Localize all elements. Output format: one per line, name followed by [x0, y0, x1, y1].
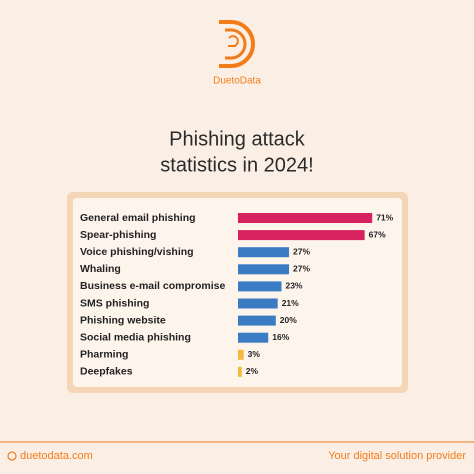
- category-label: SMS phishing: [80, 297, 149, 309]
- value-label: 67%: [369, 229, 386, 239]
- bar: [238, 332, 269, 343]
- value-label: 20%: [280, 315, 297, 325]
- bar: [238, 264, 290, 275]
- value-label: 27%: [293, 264, 310, 274]
- category-label: Pharming: [80, 349, 128, 361]
- bar: [238, 366, 242, 377]
- bar: [238, 298, 278, 309]
- globe-icon: [7, 451, 17, 461]
- bar: [238, 230, 365, 241]
- bar: [238, 349, 244, 360]
- category-label: Spear-phishing: [80, 229, 156, 241]
- category-label: Whaling: [80, 263, 121, 275]
- value-label: 23%: [285, 281, 302, 291]
- bar: [238, 281, 282, 292]
- value-label: 2%: [246, 366, 259, 376]
- bar-chart: General email phishing 71% Spear-phishing 6…: [80, 212, 394, 378]
- value-label: 27%: [293, 246, 310, 256]
- category-label: Voice phishing/vishing: [80, 246, 194, 258]
- card: [73, 198, 402, 387]
- bar: [238, 315, 276, 326]
- chart-title: statistics in 2024!: [160, 154, 313, 176]
- logo: [219, 20, 255, 68]
- bar: [238, 213, 373, 223]
- value-label: 71%: [376, 212, 393, 222]
- category-label: Deepfakes: [80, 366, 133, 378]
- bar: [238, 247, 290, 258]
- chart-title: Phishing attack: [169, 128, 306, 150]
- value-label: 3%: [248, 349, 261, 359]
- category-label: Business e-mail compromise: [80, 280, 225, 292]
- value-label: 21%: [282, 298, 299, 308]
- category-label: Phishing website: [80, 314, 166, 326]
- footer-tagline: Your digital solution provider: [328, 450, 466, 462]
- brand-name: DuetoData: [213, 76, 261, 87]
- category-label: General email phishing: [80, 212, 196, 224]
- value-label: 16%: [272, 332, 289, 342]
- category-label: Social media phishing: [80, 331, 191, 343]
- footer-website: duetodata.com: [20, 450, 93, 462]
